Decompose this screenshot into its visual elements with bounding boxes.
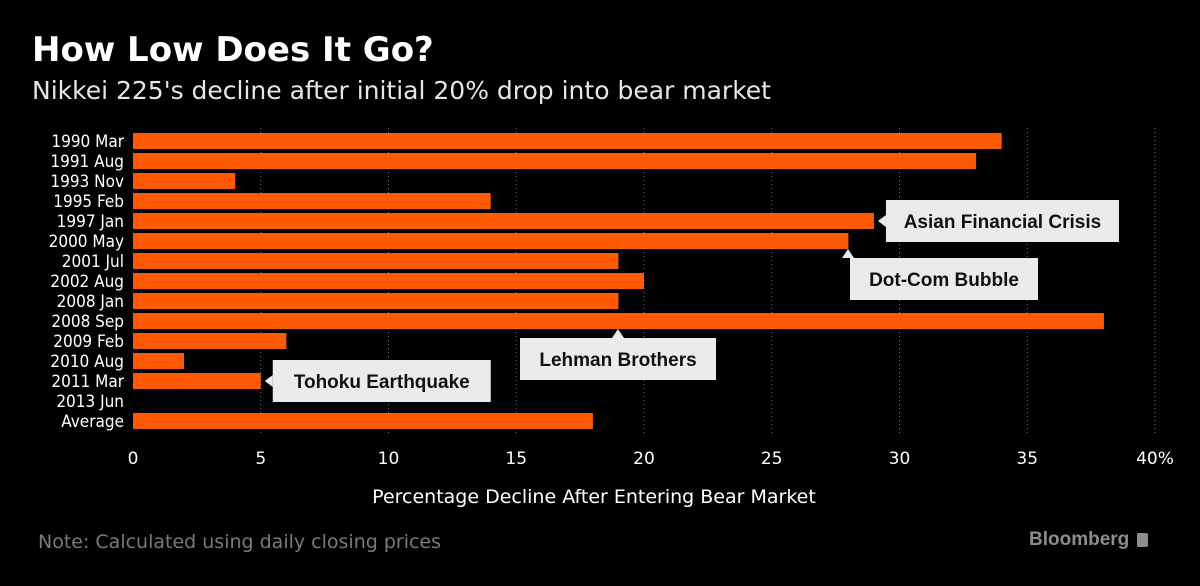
x-tick-label: 25 xyxy=(761,449,783,469)
y-tick-label: 2009 Feb xyxy=(53,332,124,352)
chart-title: How Low Does It Go? xyxy=(32,30,434,70)
y-tick-label: 2002 Aug xyxy=(50,272,124,292)
bloomberg-logo: Bloomberg xyxy=(1029,529,1130,550)
bar xyxy=(133,313,1104,329)
callout-box xyxy=(850,258,1038,300)
callout-pointer xyxy=(612,329,624,338)
y-tick-label: 2008 Jan xyxy=(57,292,124,312)
x-tick-label: 10 xyxy=(378,449,400,469)
y-tick-label: 2013 Jun xyxy=(56,392,124,412)
callout-pointer xyxy=(842,249,854,258)
x-tick-label: 0 xyxy=(128,449,139,469)
y-tick-label: 1993 Nov xyxy=(50,172,124,192)
bar xyxy=(133,273,644,289)
bar xyxy=(133,233,849,249)
y-tick-label: 2010 Aug xyxy=(50,352,124,372)
callout-pointer xyxy=(877,215,886,227)
bar xyxy=(133,333,287,349)
callout-box xyxy=(885,200,1119,242)
callout-box xyxy=(272,360,491,402)
y-tick-label: 1997 Jan xyxy=(57,212,124,232)
y-tick-label: 2001 Jul xyxy=(62,252,124,272)
y-tick-label: 2011 Mar xyxy=(51,372,124,392)
y-tick-label: Average xyxy=(61,412,124,432)
chart-subtitle: Nikkei 225's decline after initial 20% d… xyxy=(32,76,771,105)
y-tick-label: 2000 May xyxy=(49,232,124,252)
callout-label: Tohoku Earthquake xyxy=(294,372,470,393)
bar xyxy=(133,213,874,229)
x-tick-label: 20 xyxy=(633,449,655,469)
callout-pointer xyxy=(264,375,273,387)
callout-box xyxy=(520,338,716,380)
x-tick-label: 5 xyxy=(255,449,266,469)
x-tick-label: 30 xyxy=(889,449,911,469)
y-tick-label: 1991 Aug xyxy=(50,152,124,172)
bar xyxy=(133,413,593,429)
callout-label: Dot-Com Bubble xyxy=(869,270,1019,291)
bar xyxy=(133,373,261,389)
bar xyxy=(133,133,1002,149)
x-axis-label: Percentage Decline After Entering Bear M… xyxy=(372,486,816,508)
x-tick-label: 15 xyxy=(505,449,527,469)
y-tick-label: 1990 Mar xyxy=(51,132,124,152)
bar xyxy=(133,353,185,369)
bar xyxy=(133,253,619,269)
x-tick-label: 35 xyxy=(1016,449,1038,469)
bar xyxy=(133,193,491,209)
bar xyxy=(133,153,977,169)
bloomberg-terminal-icon xyxy=(1137,533,1148,547)
bar xyxy=(133,173,236,189)
callout-label: Lehman Brothers xyxy=(539,350,696,371)
x-tick-label: 40% xyxy=(1136,449,1174,469)
bar xyxy=(133,293,619,309)
y-tick-label: 2008 Sep xyxy=(51,312,124,332)
y-tick-label: 1995 Feb xyxy=(53,192,124,212)
callout-label: Asian Financial Crisis xyxy=(904,212,1101,233)
chart-note: Note: Calculated using daily closing pri… xyxy=(38,531,442,553)
